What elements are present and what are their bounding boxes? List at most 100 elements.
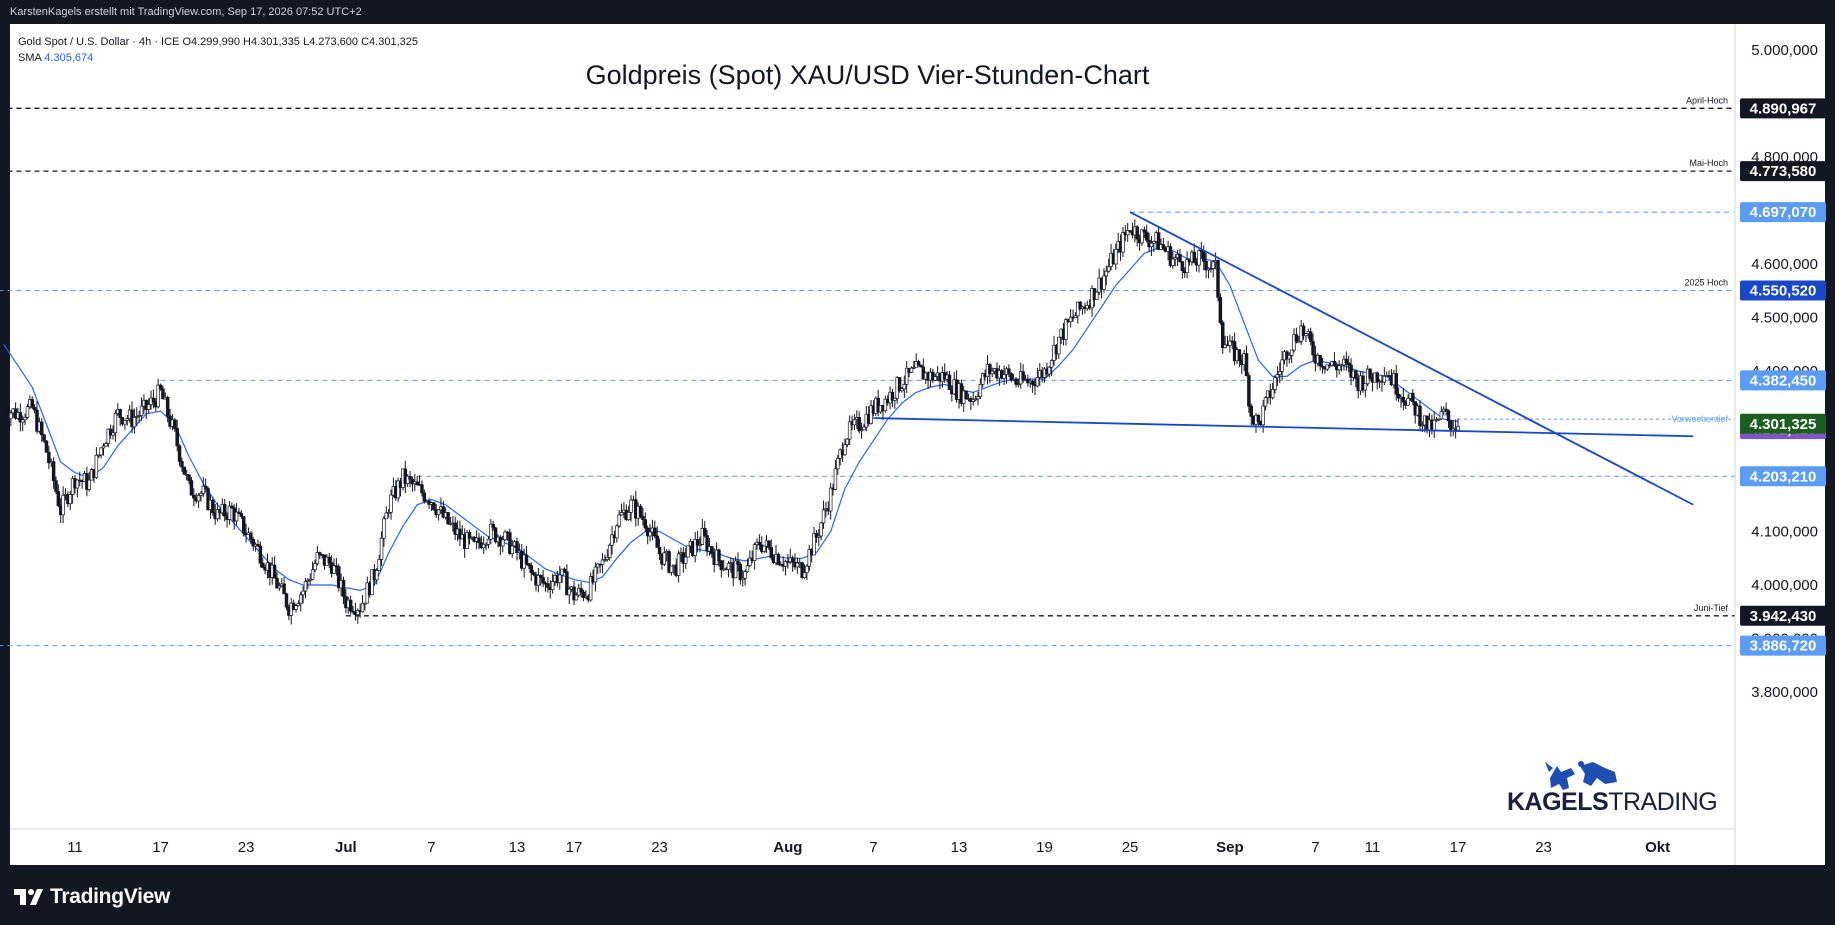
candle-body — [541, 577, 545, 584]
candle-body — [524, 554, 529, 564]
candle-body — [260, 562, 265, 568]
chart-area[interactable] — [10, 24, 1825, 865]
candle-body — [192, 494, 196, 499]
candle-body — [978, 383, 983, 398]
candle-body — [1446, 410, 1451, 422]
price-level-badge-label: 3.942,430 — [1750, 608, 1817, 625]
candle-body — [56, 491, 61, 506]
candle-body — [821, 509, 826, 524]
candle-body — [310, 569, 315, 580]
candle-body — [698, 544, 702, 546]
candle-body — [902, 384, 907, 390]
candle-body — [296, 603, 301, 606]
candle-body — [638, 505, 643, 517]
ohlc-close: C4.301,325 — [361, 36, 418, 48]
candle-body — [489, 523, 493, 540]
candle-body — [1021, 371, 1025, 381]
candle-body — [1237, 349, 1242, 361]
candle-body — [1228, 340, 1232, 346]
ohlc-open: O4.299,990 — [182, 36, 240, 48]
time-tick-label: Sep — [1216, 839, 1244, 856]
candle-body — [976, 396, 980, 400]
candle-body — [256, 544, 260, 547]
sma-value: 4.305,674 — [44, 52, 94, 64]
candle-body — [607, 544, 612, 558]
candle-body — [1007, 368, 1011, 374]
candle-body — [596, 563, 600, 568]
candle-body — [415, 481, 419, 486]
candle-body — [108, 428, 113, 436]
candle-body — [284, 593, 289, 608]
candle-body — [275, 577, 279, 589]
candle-body — [843, 444, 847, 456]
candle-body — [187, 474, 191, 481]
time-tick-label: 7 — [1311, 839, 1319, 856]
candle-body — [113, 413, 118, 434]
candle-body — [230, 505, 234, 509]
price-level-badge — [1740, 202, 1826, 223]
candle-body — [20, 419, 25, 423]
candle-body — [1102, 275, 1106, 290]
candle-body — [298, 594, 303, 604]
candle-body — [980, 373, 985, 385]
candle-body — [933, 376, 937, 381]
candle-body — [845, 438, 850, 445]
candle-body — [700, 527, 705, 545]
candle-body — [189, 480, 194, 496]
time-tick-label: 7 — [869, 839, 877, 856]
candle-body — [1073, 315, 1078, 319]
candle-body — [1057, 336, 1061, 355]
candle-body — [203, 485, 208, 489]
price-level-badge — [1740, 370, 1826, 391]
candle-body — [503, 531, 507, 541]
candle-body — [139, 405, 144, 416]
candle-body — [762, 545, 766, 552]
candle-body — [752, 544, 757, 561]
candle-body — [776, 553, 781, 565]
candle-body — [1161, 244, 1166, 249]
candle-body — [1030, 380, 1035, 385]
sma-label[interactable]: SMA — [18, 52, 42, 64]
candle-body — [1318, 354, 1322, 367]
candle-body — [101, 445, 106, 449]
symbol-line[interactable]: Gold Spot / U.S. Dollar · 4h · ICE — [18, 36, 180, 48]
candle-body — [313, 563, 317, 571]
candle-body — [1456, 426, 1460, 431]
candle-body — [32, 407, 37, 411]
candle-body — [161, 388, 165, 400]
time-tick-label: 13 — [951, 839, 968, 856]
candle-body — [529, 565, 533, 574]
candle-body — [819, 522, 823, 537]
candle-body — [386, 511, 391, 514]
candle-body — [695, 539, 700, 546]
candle-body — [146, 404, 151, 411]
candle-body — [180, 461, 184, 468]
candle-body — [1156, 232, 1161, 250]
candle-body — [258, 545, 263, 564]
candle-body — [1346, 362, 1351, 366]
candle-body — [294, 605, 298, 610]
candle-body — [615, 525, 619, 539]
candle-body — [1068, 316, 1073, 323]
candle-body — [740, 577, 745, 581]
candle-body — [384, 512, 389, 520]
candle-body — [1171, 258, 1175, 266]
candle-body — [683, 556, 688, 564]
tradingview-footer[interactable]: TradingView — [12, 882, 170, 912]
candle-body — [567, 588, 572, 596]
candle-body — [436, 509, 441, 516]
candle-body — [662, 552, 667, 565]
candle-body — [334, 565, 339, 568]
candle-body — [1216, 260, 1220, 298]
candle-body — [97, 454, 101, 457]
candle-body — [453, 522, 457, 535]
candle-body — [1009, 373, 1014, 381]
candle-body — [68, 494, 72, 505]
price-level-badge-label: 4.773,580 — [1750, 163, 1817, 180]
candle-body — [47, 451, 51, 464]
candle-body — [99, 447, 103, 456]
price-level-badge-label: 4.890,967 — [1750, 100, 1817, 117]
price-level-badge — [1740, 280, 1826, 301]
candle-body — [422, 492, 427, 502]
